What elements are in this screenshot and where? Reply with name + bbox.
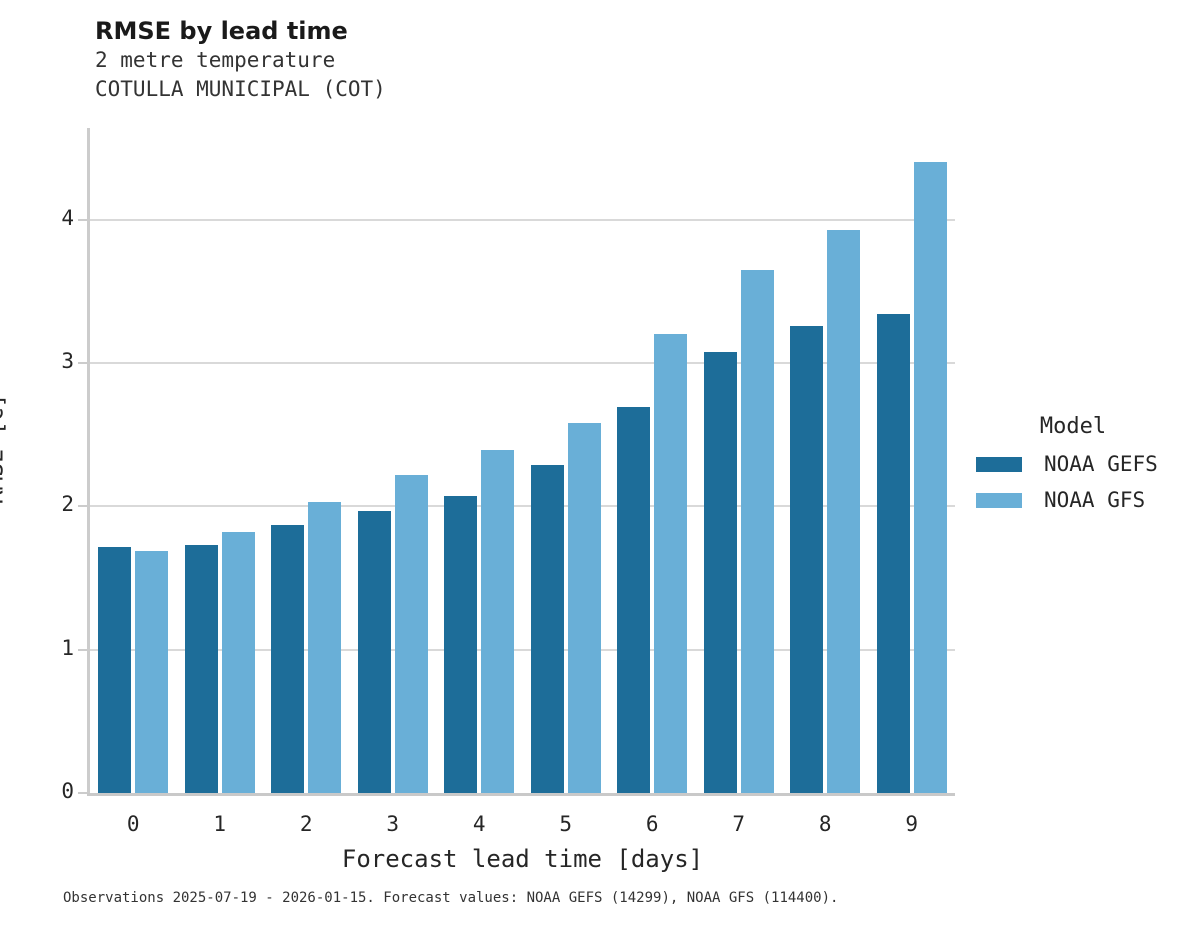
legend-label-noaa-gfs: NOAA GFS [1044, 488, 1146, 512]
y-axis-label: RMSE [C] [0, 393, 9, 505]
legend-swatch-noaa-gefs [976, 456, 1022, 472]
y-tick-mark-4 [78, 218, 87, 221]
bar-noaa-gfs-day-1 [221, 532, 255, 793]
y-tick-label-1: 1 [61, 635, 74, 660]
x-tick-label-3: 3 [386, 812, 400, 836]
bar-noaa-gfs-day-3 [394, 474, 428, 793]
x-tick-label-8: 8 [818, 812, 832, 836]
x-tick-label-4: 4 [472, 812, 486, 836]
bar-noaa-gefs-day-9 [876, 314, 910, 793]
y-tick-mark-3 [78, 362, 87, 365]
gridline-y-1 [90, 648, 955, 651]
bar-noaa-gefs-day-1 [184, 545, 218, 793]
gridline-y-4 [90, 218, 955, 221]
y-axis-spine [87, 128, 90, 796]
bar-noaa-gfs-day-9 [913, 162, 947, 793]
x-tick-label-2: 2 [299, 812, 313, 836]
bar-noaa-gfs-day-6 [654, 334, 688, 793]
x-tick-label-5: 5 [559, 812, 573, 836]
bar-noaa-gfs-day-4 [481, 450, 515, 793]
legend-entry-noaa-gfs: NOAA GFS [976, 487, 1176, 513]
bar-noaa-gefs-day-6 [617, 407, 651, 793]
gridline-y-2 [90, 505, 955, 508]
bar-noaa-gefs-day-4 [444, 496, 478, 793]
chart-title: RMSE by lead time [95, 17, 348, 45]
chart-header: RMSE by lead time 2 metre temperature CO… [95, 16, 386, 104]
bar-noaa-gefs-day-5 [530, 464, 564, 793]
bar-noaa-gfs-day-0 [135, 550, 169, 793]
chart-subtitle-station: COTULLA MUNICIPAL (COT) [95, 76, 386, 101]
y-tick-label-2: 2 [61, 492, 74, 517]
y-tick-mark-2 [78, 505, 87, 508]
footer-caption: Observations 2025-07-19 - 2026-01-15. Fo… [63, 890, 839, 906]
x-tick-label-0: 0 [126, 812, 140, 836]
bar-noaa-gefs-day-0 [98, 546, 132, 793]
bar-noaa-gefs-day-3 [357, 510, 391, 793]
legend-title: Model [1039, 414, 1107, 439]
bar-noaa-gfs-day-8 [827, 229, 861, 793]
gridline-y-3 [90, 362, 955, 365]
x-tick-label-9: 9 [905, 812, 919, 836]
y-tick-label-3: 3 [61, 349, 74, 374]
bar-noaa-gfs-day-2 [308, 502, 342, 793]
legend-label-noaa-gefs: NOAA GEFS [1044, 452, 1158, 476]
y-tick-label-4: 4 [61, 205, 74, 230]
plot-area: 0 1 2 3 4 0 1 2 3 4 5 6 7 8 9 [61, 128, 955, 836]
y-tick-mark-0 [78, 792, 87, 794]
bar-noaa-gfs-day-7 [740, 269, 774, 793]
chart-subtitle-variable: 2 metre temperature [95, 48, 336, 72]
bar-noaa-gefs-day-2 [271, 525, 305, 793]
legend-entry-noaa-gefs: NOAA GEFS [976, 451, 1176, 477]
legend: Model NOAA GEFS NOAA GFS [976, 414, 1176, 523]
bar-noaa-gefs-day-7 [703, 351, 737, 793]
bar-noaa-gefs-day-8 [790, 325, 824, 793]
x-tick-label-7: 7 [732, 812, 746, 836]
x-axis-spine [87, 793, 955, 796]
legend-swatch-noaa-gfs [976, 492, 1022, 508]
x-tick-label-6: 6 [645, 812, 659, 836]
x-axis-label: Forecast lead time [days] [341, 845, 704, 873]
y-tick-mark-1 [78, 648, 87, 651]
bar-noaa-gfs-day-5 [567, 423, 601, 793]
x-tick-label-1: 1 [213, 812, 227, 836]
y-tick-label-0: 0 [61, 779, 74, 803]
